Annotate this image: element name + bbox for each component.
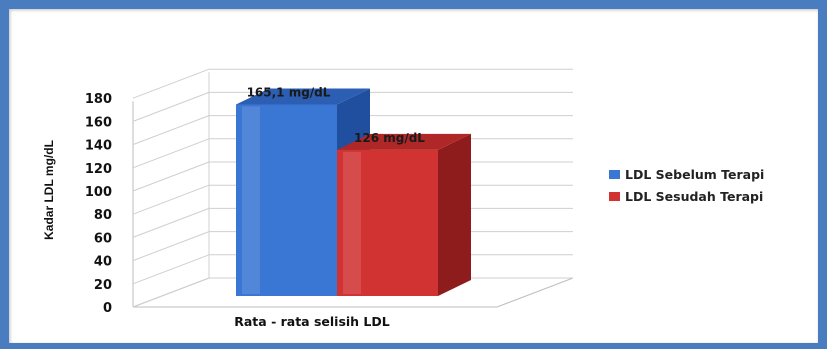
y-tick-label: 140 xyxy=(85,139,112,154)
bar-sesudah-highlight xyxy=(343,151,361,294)
data-label: 165,1 mg/dL xyxy=(247,85,331,99)
y-tick-label: 0 xyxy=(103,301,112,316)
bar-sesudah-top xyxy=(337,133,471,150)
bar-sesudah xyxy=(337,133,471,296)
legend: LDL Sebelum Terapi LDL Sesudah Terapi xyxy=(609,167,764,204)
legend-swatch-sesudah xyxy=(609,192,620,201)
y-tick-label: 120 xyxy=(85,162,112,177)
y-tick-label: 80 xyxy=(94,208,112,223)
legend-label-sebelum: LDL Sebelum Terapi xyxy=(625,167,764,182)
gridline-side xyxy=(132,184,210,215)
gridline-side xyxy=(132,207,210,238)
bar-sesudah-front xyxy=(337,149,438,296)
gridline-side xyxy=(132,68,210,99)
y-tick-label: 40 xyxy=(94,255,112,270)
gridline-side xyxy=(132,277,210,308)
gridline-side xyxy=(132,91,210,122)
y-tick-labels: 0 20 40 60 80 100 120 140 160 180 xyxy=(85,92,112,316)
gridline-side xyxy=(132,115,210,146)
y-tick-label: 180 xyxy=(85,92,112,107)
legend-swatch-sebelum xyxy=(609,170,620,179)
y-tick-label: 100 xyxy=(85,185,112,200)
bar-sebelum-front xyxy=(236,104,337,296)
bar-sesudah-side xyxy=(438,133,471,296)
y-tick-label: 60 xyxy=(94,231,112,246)
gridline-side xyxy=(132,231,210,262)
y-axis-title: Kadar LDL mg/dL xyxy=(42,140,56,240)
gridline-side xyxy=(132,138,210,169)
data-labels: 165,1 mg/dL 126 mg/dL xyxy=(247,85,426,144)
gridline-side xyxy=(132,254,210,285)
bar-sebelum-highlight xyxy=(242,106,260,294)
category-label: Rata - rata selisih LDL xyxy=(234,314,390,329)
legend-label-sesudah: LDL Sesudah Terapi xyxy=(625,189,763,204)
gridline-side xyxy=(132,161,210,192)
y-tick-label: 160 xyxy=(85,115,112,130)
y-tick-label: 20 xyxy=(94,278,112,293)
bars xyxy=(236,88,471,296)
data-label: 126 mg/dL xyxy=(354,131,425,145)
bar-sebelum-top xyxy=(236,88,370,105)
